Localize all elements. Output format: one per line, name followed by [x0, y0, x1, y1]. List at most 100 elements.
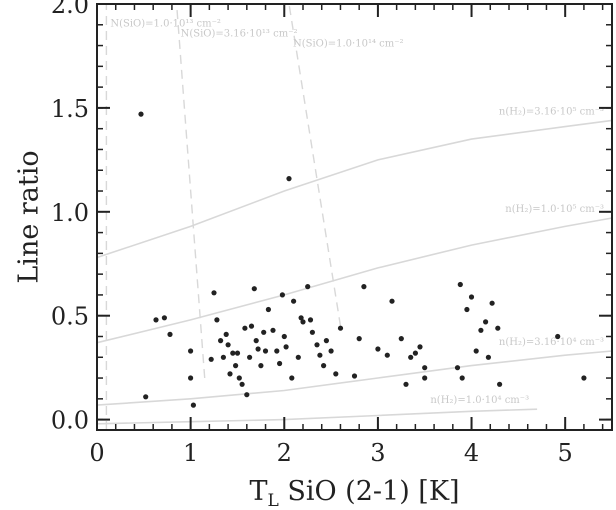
data-point — [223, 331, 229, 337]
data-point — [459, 375, 465, 381]
data-point — [211, 290, 217, 296]
data-point — [188, 348, 194, 354]
data-point — [244, 392, 250, 398]
data-point — [190, 402, 196, 408]
data-point — [274, 348, 280, 354]
column-density-label: N(SiO)=1.0·10¹⁴ cm⁻² — [293, 38, 404, 49]
data-point — [375, 346, 381, 352]
data-point — [333, 371, 339, 377]
data-point — [253, 338, 259, 344]
data-points — [138, 111, 587, 408]
x-axis: 0 1 2 3 4 5 — [89, 4, 604, 467]
data-point — [337, 325, 344, 331]
x-tick-label: 2 — [277, 439, 292, 467]
density-curve-label: n(H₂)=3.16·10⁵ cm⁻³ — [499, 106, 604, 117]
data-point — [242, 325, 248, 331]
data-point — [161, 315, 167, 321]
x-axis-label: TL SiO (2-1) [K] — [249, 476, 459, 510]
data-point — [153, 317, 159, 323]
data-point — [581, 375, 587, 381]
y-tick-label: 0.0 — [51, 407, 89, 435]
data-point — [289, 375, 295, 381]
data-point — [277, 360, 283, 367]
data-point — [483, 319, 489, 325]
x-tick-label: 4 — [464, 439, 479, 467]
data-point — [248, 323, 255, 329]
data-point — [478, 327, 484, 333]
data-point — [167, 331, 173, 337]
data-point — [225, 342, 231, 348]
data-point — [291, 298, 297, 304]
y-axis-label: Line ratio — [13, 150, 44, 283]
data-point — [317, 352, 323, 358]
data-point — [265, 306, 271, 313]
data-point — [251, 286, 257, 292]
data-point — [389, 298, 395, 304]
data-point — [328, 348, 334, 354]
data-point — [283, 344, 289, 350]
density-curve-1 — [96, 119, 613, 259]
column-density-label: N(SiO)=1.0·10¹³ cm⁻² — [110, 18, 221, 29]
data-point — [485, 354, 491, 360]
y-tick-label: 2.0 — [51, 0, 89, 19]
data-point — [258, 363, 264, 369]
data-point — [279, 292, 285, 298]
y-tick-label: 0.5 — [51, 303, 89, 331]
x-tick-label: 3 — [370, 439, 385, 467]
data-point — [230, 350, 236, 356]
data-point — [408, 354, 414, 360]
data-point — [321, 363, 327, 369]
data-point — [351, 373, 358, 379]
data-point — [214, 317, 220, 323]
density-curve-2 — [96, 217, 613, 344]
data-point — [384, 352, 390, 358]
data-point — [473, 348, 479, 354]
data-point — [305, 284, 311, 290]
data-point — [403, 381, 409, 387]
data-point — [422, 365, 428, 371]
data-point — [489, 300, 495, 306]
column-density-label: N(SiO)=3.16·10¹³ cm⁻² — [181, 28, 298, 39]
column-density-line-2 — [175, 3, 206, 379]
data-point — [188, 375, 194, 381]
density-curve-label: n(H₂)=1.0·10⁴ cm⁻³ — [430, 395, 529, 406]
x-tick-label: 5 — [558, 439, 573, 467]
data-point — [361, 284, 367, 290]
data-point — [234, 350, 241, 356]
data-point — [464, 306, 470, 313]
y-axis: 0.0 0.5 1.0 1.5 2.0 — [51, 0, 612, 435]
model-curves: n(H₂)=3.16·10⁵ cm⁻³ n(H₂)=1.0·10⁵ cm⁻³ n(H… — [96, 3, 613, 430]
data-point — [227, 371, 233, 377]
data-point — [323, 338, 329, 344]
density-curve-label: n(H₂)=3.16·10⁴ cm⁻³ — [499, 337, 604, 348]
data-point — [295, 354, 301, 360]
data-point — [281, 333, 287, 340]
data-point — [233, 363, 239, 369]
data-point — [255, 346, 261, 352]
data-point — [314, 342, 320, 348]
data-point — [300, 319, 306, 325]
density-curve-3 — [96, 350, 613, 406]
data-point — [208, 356, 214, 362]
density-curve-label: n(H₂)=1.0·10⁵ cm⁻³ — [505, 204, 604, 215]
data-point — [555, 333, 561, 340]
data-point — [143, 394, 149, 400]
data-point — [286, 176, 292, 182]
x-tick-label: 1 — [183, 439, 198, 467]
data-point — [398, 336, 404, 342]
data-point — [356, 336, 362, 342]
data-point — [218, 338, 224, 344]
data-point — [422, 375, 428, 381]
data-point — [298, 315, 304, 321]
y-tick-label: 1.5 — [51, 95, 89, 123]
data-point — [309, 329, 315, 335]
data-point — [495, 325, 501, 331]
plot-frame — [96, 3, 613, 431]
data-point — [497, 381, 503, 387]
data-point — [239, 381, 245, 387]
column-density-line-3 — [288, 3, 342, 327]
data-point — [412, 350, 418, 356]
data-point — [457, 281, 463, 288]
x-tick-label: 0 — [89, 439, 104, 467]
